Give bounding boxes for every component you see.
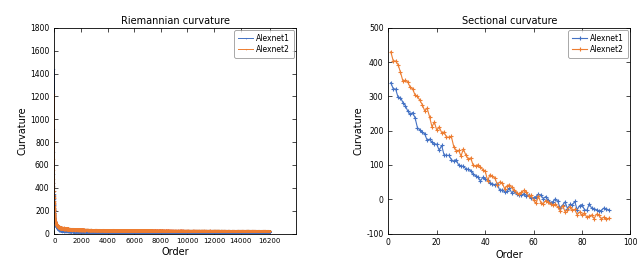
Line: Alexnet1: Alexnet1 [388,81,611,213]
Alexnet2 [101,229,109,232]
Alexnet2 [413,95,421,98]
Alexnet2 [571,208,579,211]
Alexnet2 [443,135,451,139]
Alexnet2 [161,229,168,232]
Alexnet1 [51,68,58,71]
Alexnet1 [266,230,274,234]
Alexnet1 [600,207,607,210]
Alexnet1 [438,144,445,147]
Alexnet1 [161,230,168,233]
Alexnet1 [413,126,421,129]
Alexnet1 [595,209,603,212]
Alexnet2 [387,50,395,53]
Alexnet2 [61,226,68,230]
Alexnet2 [51,217,59,220]
Alexnet1 [571,200,579,203]
Alexnet1 [125,230,132,233]
Alexnet1 [387,81,395,84]
Alexnet2 [266,229,274,233]
X-axis label: Order: Order [161,247,189,257]
Alexnet2 [605,217,612,220]
Alexnet2 [259,230,266,233]
Alexnet2 [82,229,90,232]
Alexnet1 [605,208,612,212]
Line: Alexnet2: Alexnet2 [388,50,611,221]
Alexnet2 [598,217,605,220]
Alexnet2 [602,218,610,221]
X-axis label: Order: Order [495,250,524,260]
Y-axis label: Curvature: Curvature [17,106,28,155]
Legend: Alexnet1, Alexnet2: Alexnet1, Alexnet2 [234,30,294,58]
Y-axis label: Curvature: Curvature [353,106,364,155]
Title: Riemannian curvature: Riemannian curvature [121,16,230,26]
Alexnet1 [602,207,610,210]
Alexnet2 [438,131,445,134]
Line: Alexnet2: Alexnet2 [54,94,270,232]
Alexnet1 [101,230,109,233]
Alexnet1 [443,154,451,157]
Alexnet1 [61,228,68,232]
Alexnet1 [51,219,59,222]
Line: Alexnet1: Alexnet1 [54,69,270,233]
Alexnet2 [600,215,607,219]
Alexnet1 [82,230,90,233]
Alexnet2 [125,229,132,232]
Alexnet1 [70,231,77,234]
Title: Sectional curvature: Sectional curvature [461,16,557,26]
Alexnet2 [51,93,58,96]
Legend: Alexnet1, Alexnet2: Alexnet1, Alexnet2 [568,30,628,58]
